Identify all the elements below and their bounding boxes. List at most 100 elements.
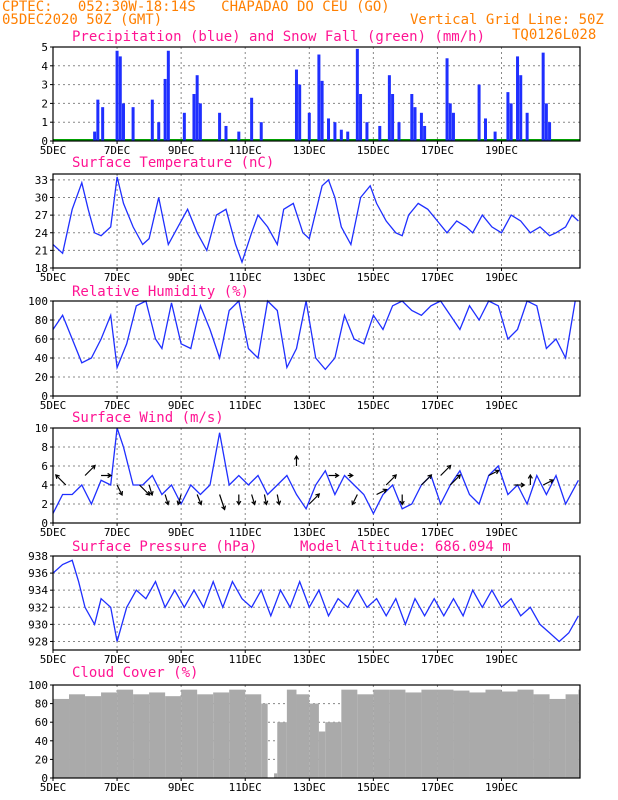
wind-arrow [420,474,432,486]
date-label: 17DEC [421,399,454,412]
pressure-frame [52,555,581,651]
wind-arrow [351,494,358,505]
y-tick-label: 928 [28,635,48,648]
y-tick-label: 934 [28,584,48,597]
y-tick-label: 8 [41,441,48,454]
wind-arrow [219,494,226,510]
date-label: 11DEC [229,526,262,539]
pressure-line [52,559,579,643]
precip-bar [365,122,369,141]
wind-arrow [139,484,150,496]
wind-arrow [276,494,280,505]
y-tick-label: 932 [28,601,48,614]
wind-arrow [488,469,499,477]
y-tick-label: 2 [41,97,48,110]
wind-arrow [196,494,202,505]
precip-bar [397,122,401,141]
precip-bar [544,103,548,141]
cloud-bar [229,689,246,778]
wind-line [52,427,579,515]
cloud-bar [565,694,579,778]
wind-arrowhead [197,500,203,506]
wind-arrowhead [399,500,405,506]
y-tick-label: 18 [35,262,48,275]
cloud-bar [245,694,262,778]
precip-bar [378,125,382,141]
cloud-bar [389,689,406,778]
wind-arrowhead [348,472,354,479]
y-tick-label: 0 [41,390,48,403]
date-label: 11DEC [229,144,262,157]
cloud-bar [261,703,268,778]
cloud-frame [52,684,581,779]
precip-bar [259,122,263,141]
y-tick-label: 24 [35,227,49,240]
precip-bar [423,125,427,141]
precip-bar [195,75,199,141]
wind-arrow [251,494,256,505]
precip-bar [359,94,363,141]
y-tick-label: 0 [41,772,48,785]
cloud-bar [405,692,422,778]
date-label: 9DEC [168,653,195,666]
cloud-bar [53,698,70,778]
precip-bar [419,112,423,141]
precip-bar [391,94,395,141]
cloud-bar [69,694,86,778]
wind-title: Surface Wind (m/s) [72,410,224,426]
precip-bar [96,99,100,141]
y-tick-label: 33 [35,174,48,187]
cloud-bar [373,689,390,778]
y-tick-label: 5 [41,41,48,54]
precip-bar [445,58,449,141]
y-tick-label: 40 [35,735,48,748]
precip-bar [121,103,125,141]
date-label: 5DEC [40,144,67,157]
wind-arrow [55,474,67,486]
precip-bar [224,125,228,141]
y-tick-label: 20 [35,753,48,766]
date-label: 15DEC [357,526,390,539]
date-label: 7DEC [104,526,131,539]
precip-bar [182,112,186,141]
wind-arrowhead [164,500,170,506]
precip-bar [192,94,196,141]
precip-bar [339,129,343,141]
precip-title: Precipitation (blue) and Snow Fall (gree… [72,29,486,45]
precip-bar [101,107,105,141]
date-label: 17DEC [421,144,454,157]
precip-bar [413,107,417,141]
wind-arrowhead [107,472,113,479]
wind-arrowhead [276,500,282,506]
date-label: 5DEC [40,399,67,412]
date-label: 13DEC [293,526,326,539]
cloud-bar [101,692,118,778]
temp-title: Surface Temperature (nC) [72,155,275,171]
wind-arrowhead [334,472,340,479]
grid-note: Vertical Grid Line: 50Z [410,12,604,28]
precip-bar [483,118,487,141]
y-tick-label: 1 [41,116,48,129]
wind-arrowhead [315,493,321,499]
y-tick-label: 60 [35,716,48,729]
precip-bar [525,112,529,141]
y-tick-label: 6 [41,460,48,473]
precip-bar [509,103,513,141]
cloud-bar [133,694,150,778]
precip-bar [506,92,510,141]
wind-arrow [376,488,387,496]
precip-bar [157,122,161,141]
wind-arrow [177,494,182,505]
date-label: 7DEC [104,399,131,412]
precip-bar [115,50,119,142]
precip-bar [218,112,222,141]
date-label: 5DEC [40,781,67,794]
temp-line [52,176,579,265]
precip-bar [118,56,122,141]
y-tick-label: 40 [35,352,48,365]
y-tick-label: 10 [35,422,48,435]
y-tick-label: 20 [35,371,48,384]
wind-arrow [385,474,397,486]
wind-arrow [440,465,452,476]
precip-bar [327,118,331,141]
